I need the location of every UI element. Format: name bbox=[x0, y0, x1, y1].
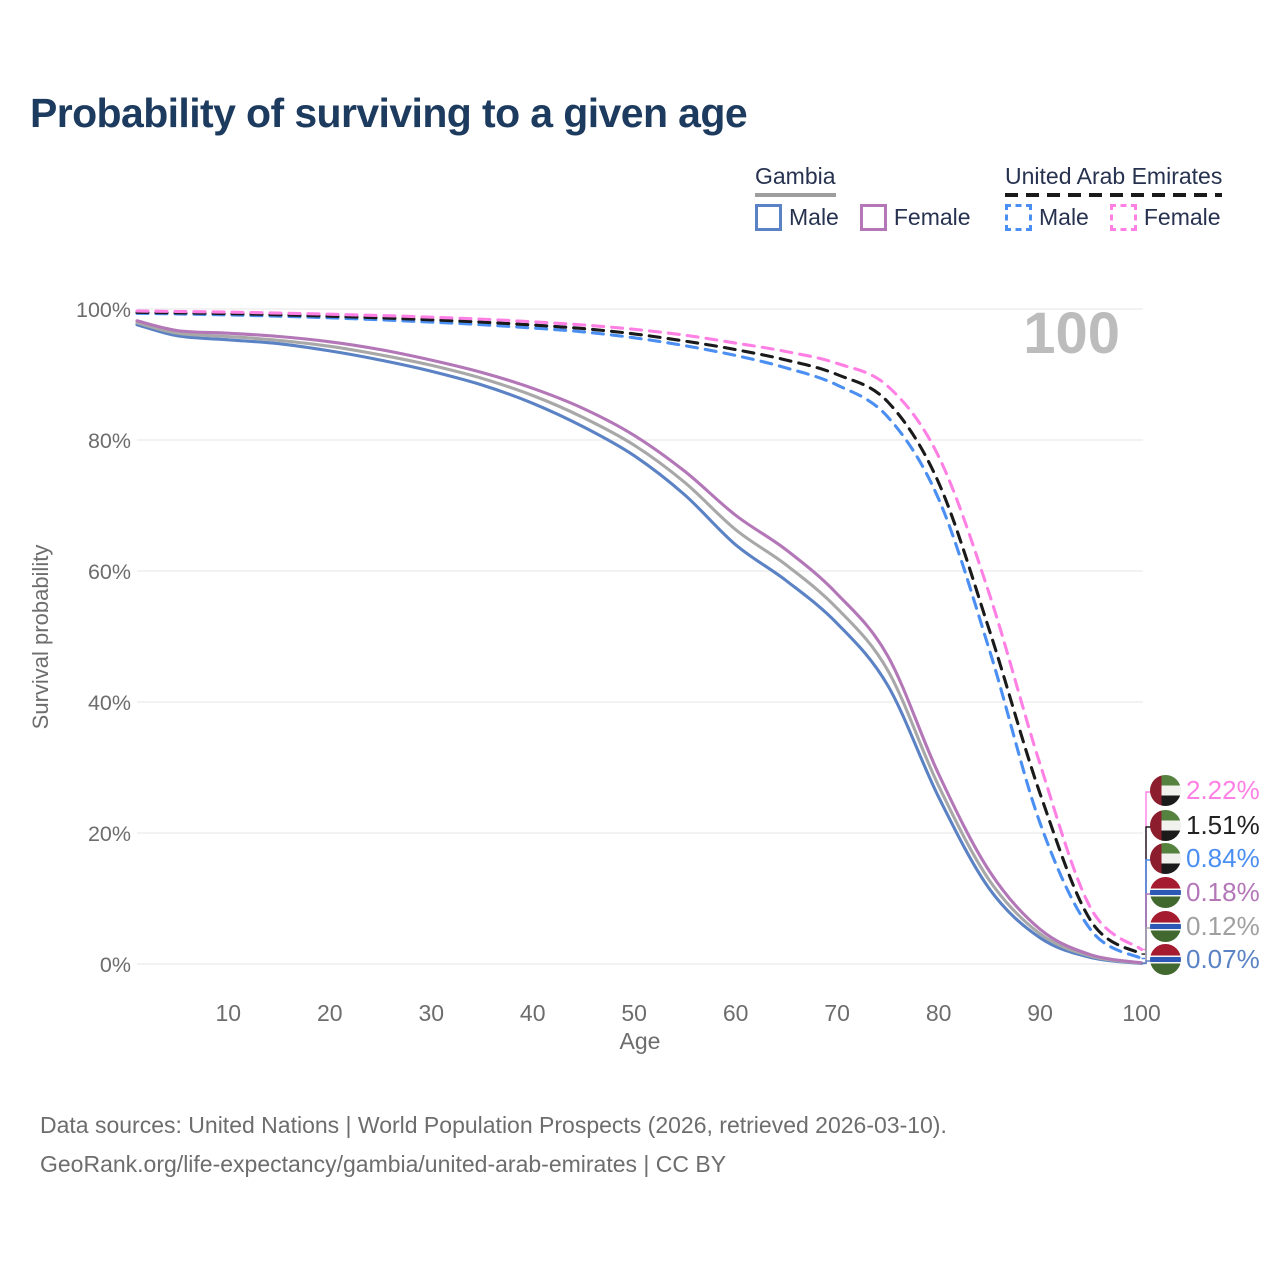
gambia-flag-icon bbox=[1150, 944, 1181, 975]
legend-swatch-uae-male[interactable] bbox=[1005, 204, 1032, 231]
gambia-flag-icon bbox=[1150, 911, 1181, 942]
x-axis-title: Age bbox=[620, 1028, 661, 1054]
y-tick-label: 0% bbox=[100, 953, 131, 977]
legend-row-gambia: Male Female bbox=[755, 204, 985, 231]
series-line-gambia-both-sexes[interactable] bbox=[135, 321, 1144, 965]
end-label-value: 1.51% bbox=[1186, 810, 1260, 840]
uae-flag-icon bbox=[1150, 843, 1181, 874]
legend-row-uae: Male Female bbox=[1005, 204, 1235, 231]
x-tick-label: 100 bbox=[1122, 1000, 1160, 1026]
end-label-row: 0.12% bbox=[1150, 911, 1260, 942]
x-tick-label: 10 bbox=[216, 1000, 242, 1026]
end-label-value: 0.84% bbox=[1186, 843, 1260, 873]
legend-group-gambia-label: Gambia bbox=[755, 163, 836, 189]
footer-data-sources: Data sources: United Nations | World Pop… bbox=[40, 1112, 947, 1138]
series-line-gambia-male[interactable] bbox=[135, 323, 1144, 966]
legend-label-uae-male[interactable]: Male bbox=[1039, 204, 1089, 230]
x-tick-label: 60 bbox=[723, 1000, 749, 1026]
x-tick-label: 40 bbox=[520, 1000, 546, 1026]
page-title: Probability of surviving to a given age bbox=[30, 90, 748, 136]
legend-label-uae-female[interactable]: Female bbox=[1143, 204, 1221, 230]
y-tick-label: 80% bbox=[88, 429, 131, 453]
legend-label-gambia-female[interactable]: Female bbox=[893, 204, 971, 230]
y-tick-label: 40% bbox=[88, 691, 131, 715]
end-label-row: 1.51% bbox=[1150, 810, 1260, 841]
legend-group-uae-title: United Arab Emirates bbox=[1005, 163, 1223, 197]
y-tick-label: 20% bbox=[88, 822, 131, 846]
end-label-row: 2.22% bbox=[1150, 775, 1260, 806]
end-label-value: 2.22% bbox=[1186, 775, 1260, 805]
y-tick-label: 60% bbox=[88, 560, 131, 584]
footer: Data sources: United Nations | World Pop… bbox=[40, 1106, 947, 1184]
end-label-connector bbox=[1141, 960, 1151, 965]
x-tick-label: 70 bbox=[824, 1000, 850, 1026]
y-tick-label: 100% bbox=[76, 298, 131, 322]
footer-attribution-link: GeoRank.org/life-expectancy/gambia/unite… bbox=[40, 1151, 727, 1177]
uae-flag-icon bbox=[1150, 775, 1181, 806]
legend-group-uae-label: United Arab Emirates bbox=[1005, 163, 1223, 189]
legend-group-gambia: Gambia Male Female bbox=[755, 163, 985, 231]
series-line-united-arab-emirates-female[interactable] bbox=[135, 309, 1144, 952]
end-label-row: 0.84% bbox=[1150, 843, 1260, 874]
x-tick-label: 80 bbox=[926, 1000, 952, 1026]
gambia-flag-icon bbox=[1150, 877, 1181, 908]
y-axis-title: Survival probability bbox=[28, 545, 53, 730]
end-label-row: 0.18% bbox=[1150, 877, 1260, 908]
series-line-united-arab-emirates-both-sexes[interactable] bbox=[135, 310, 1144, 956]
end-label-value: 0.18% bbox=[1186, 877, 1260, 907]
legend-label-gambia-male[interactable]: Male bbox=[789, 204, 839, 230]
uae-dashed-line-sample bbox=[1005, 193, 1223, 197]
uae-flag-icon bbox=[1150, 810, 1181, 841]
legend-swatch-uae-female[interactable] bbox=[1109, 204, 1137, 231]
x-tick-label: 90 bbox=[1027, 1000, 1053, 1026]
end-label-value: 0.12% bbox=[1186, 911, 1260, 941]
x-tick-label: 20 bbox=[317, 1000, 343, 1026]
legend-group-uae: United Arab Emirates Male Female bbox=[1005, 163, 1235, 231]
series-line-united-arab-emirates-male[interactable] bbox=[135, 311, 1144, 961]
legend-swatch-gambia-female[interactable] bbox=[859, 204, 887, 231]
series-line-gambia-female[interactable] bbox=[135, 319, 1144, 965]
gambia-solid-line-sample bbox=[755, 193, 836, 197]
legend-group-gambia-title: Gambia bbox=[755, 163, 836, 197]
age-watermark: 100 bbox=[1023, 301, 1120, 366]
x-tick-label: 50 bbox=[621, 1000, 647, 1026]
x-tick-label: 30 bbox=[418, 1000, 444, 1026]
end-label-value: 0.07% bbox=[1186, 944, 1260, 974]
legend-swatch-gambia-male[interactable] bbox=[755, 204, 782, 231]
end-label-row: 0.07% bbox=[1150, 944, 1260, 975]
